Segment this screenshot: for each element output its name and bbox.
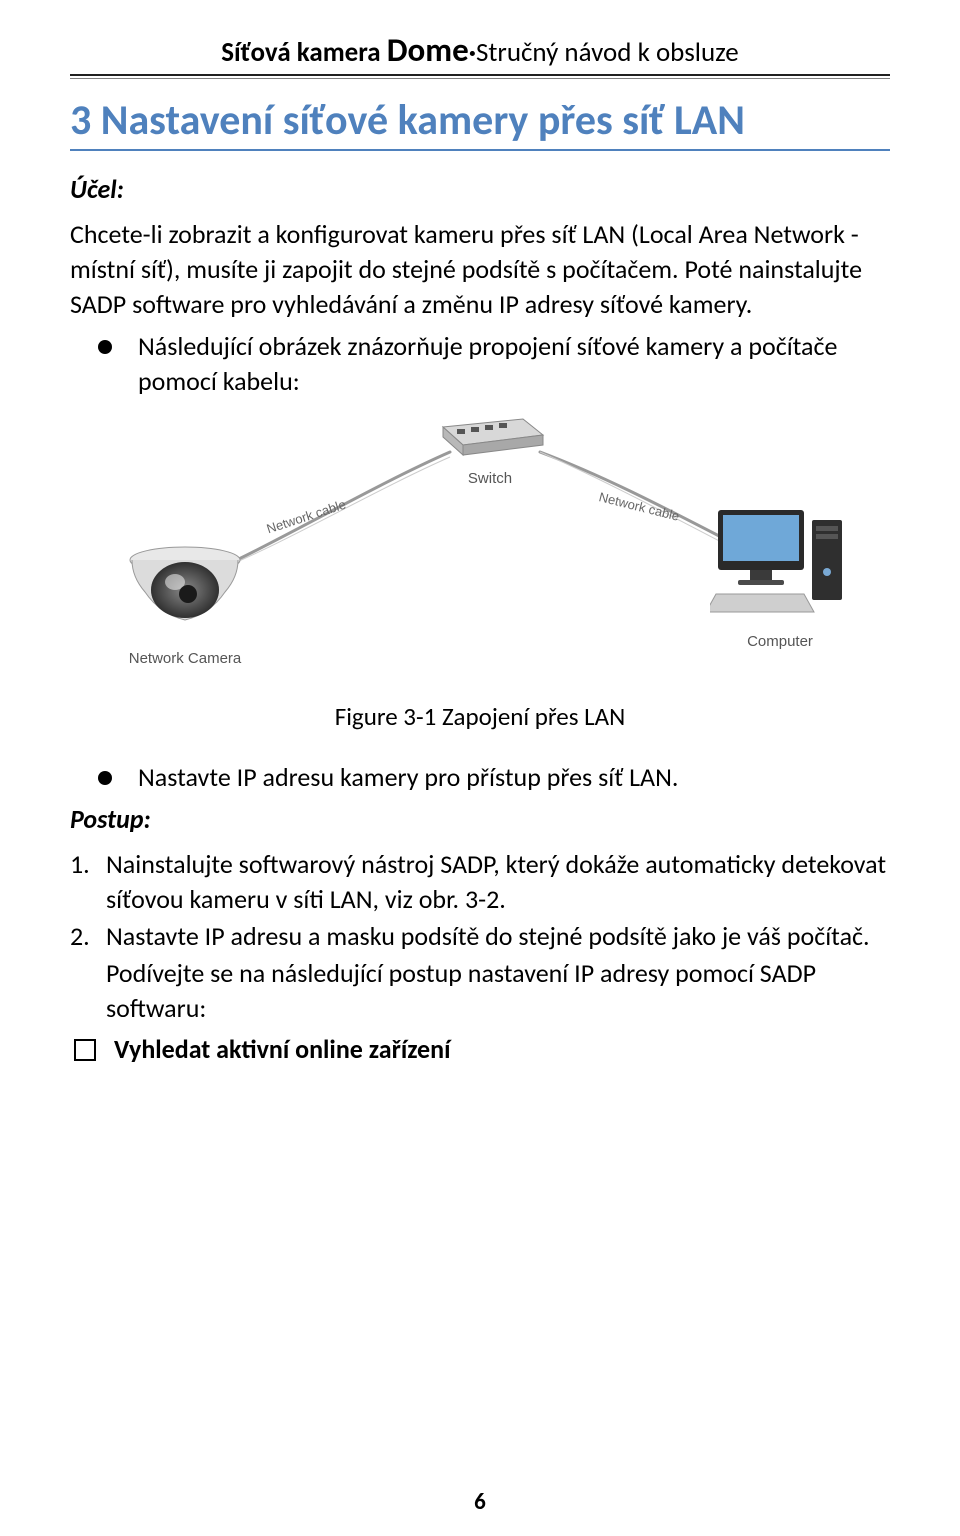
computer-icon — [710, 502, 850, 622]
figure-caption: Figure 3-1 Zapojení přes LAN — [70, 701, 890, 732]
header-part1: Síťová kamera — [221, 36, 386, 69]
step-1: 1. Nainstalujte softwarový nástroj SADP,… — [70, 847, 890, 917]
network-diagram: Switch Network Camera — [70, 407, 890, 687]
step-text-1: Nainstalujte softwarový nástroj SADP, kt… — [106, 847, 890, 917]
checkbox-icon — [74, 1039, 96, 1061]
section-heading: 3 Nastavení síťové kamery přes síť LAN — [70, 97, 890, 145]
intro-paragraph: Chcete-li zobrazit a konfigurovat kameru… — [70, 217, 890, 322]
header-rule-top — [70, 74, 890, 76]
computer-label: Computer — [705, 633, 855, 650]
step-num-2: 2. — [70, 919, 106, 954]
camera-device: Network Camera — [95, 542, 275, 667]
switch-label: Switch — [430, 470, 550, 487]
steps-label: Postup: — [70, 803, 890, 835]
bullet-text-1: Následující obrázek znázorňuje propojení… — [138, 329, 890, 399]
purpose-label: Účel: — [70, 173, 890, 205]
header-rule-bottom — [70, 78, 890, 79]
camera-label: Network Camera — [95, 650, 275, 667]
computer-device: Computer — [705, 502, 855, 650]
checkbox-text: Vyhledat aktivní online zařízení — [114, 1032, 450, 1067]
heading-underline — [70, 149, 890, 151]
switch-device: Switch — [430, 409, 550, 487]
step-2-continued: Podívejte se na následující postup nasta… — [70, 956, 890, 1026]
step-text-2: Nastavte IP adresu a masku podsítě do st… — [106, 919, 870, 954]
step-2: 2. Nastavte IP adresu a masku podsítě do… — [70, 919, 890, 954]
bullet-item-1: Následující obrázek znázorňuje propojení… — [70, 329, 890, 399]
switch-icon — [435, 409, 545, 459]
bullet-dot-icon — [98, 771, 112, 785]
page-number: 6 — [0, 1488, 960, 1516]
header-dot: · — [469, 36, 476, 69]
bullet-item-2: Nastavte IP adresu kamery pro přístup př… — [70, 760, 890, 795]
running-header: Síťová kamera Dome·Stručný návod k obslu… — [70, 30, 890, 70]
checkbox-item: Vyhledat aktivní online zařízení — [70, 1032, 890, 1067]
header-part4: Stručný návod k obsluze — [476, 36, 739, 69]
header-part2: Dome — [387, 30, 469, 70]
bullet-dot-icon — [98, 340, 112, 354]
bullet-text-2: Nastavte IP adresu kamery pro přístup př… — [138, 760, 678, 795]
dome-camera-icon — [120, 542, 250, 637]
step-num-1: 1. — [70, 847, 106, 882]
